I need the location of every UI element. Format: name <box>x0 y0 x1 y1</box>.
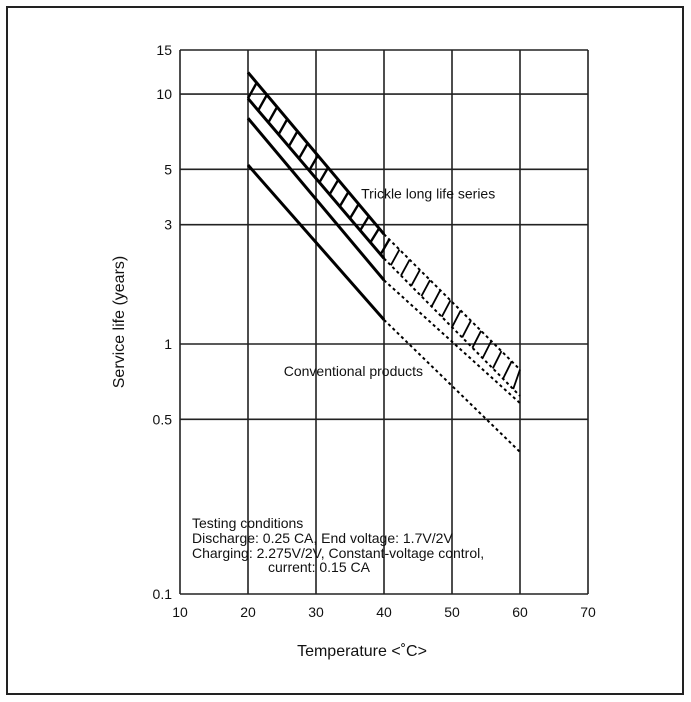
hatch-stroke <box>400 259 411 277</box>
note-line-charging: Charging: 2.275V/2V, Constant-voltage co… <box>192 545 484 561</box>
hatch-stroke <box>502 360 513 380</box>
annotation-conventional: Conventional products <box>284 363 423 379</box>
x-tick-label: 40 <box>376 604 392 620</box>
hatch-stroke <box>267 106 279 124</box>
hatch-stroke <box>277 118 289 136</box>
x-tick-labels: 10 20 30 40 50 60 70 <box>172 604 596 620</box>
series-line-1-seg-1 <box>383 257 521 397</box>
hatch-stroke <box>430 289 442 307</box>
hatch-stroke <box>461 320 472 338</box>
series-line-3-seg-0 <box>246 164 386 321</box>
trickle-band-hatch <box>246 82 521 390</box>
hatch-stroke <box>348 203 360 220</box>
y-tick-label: 1 <box>164 336 172 352</box>
hatch-stroke <box>481 340 493 359</box>
annotation-trickle: Trickle long life series <box>361 186 495 202</box>
note-line-discharge: Discharge: 0.25 CA, End voltage: 1.7V/2V <box>192 530 453 546</box>
note-line-current: current: 0.15 CA <box>268 559 371 575</box>
y-tick-label: 0.5 <box>153 411 173 427</box>
hatch-stroke <box>491 350 503 369</box>
x-tick-label: 10 <box>172 604 188 620</box>
x-axis-title: Temperature <˚C> <box>297 643 427 660</box>
hatch-stroke <box>451 310 462 328</box>
hatch-stroke <box>297 142 309 160</box>
y-tick-labels: 15 10 5 3 1 0.5 0.1 <box>153 42 173 602</box>
y-tick-label: 3 <box>164 217 172 233</box>
x-tick-label: 70 <box>580 604 596 620</box>
y-tick-label: 0.1 <box>153 586 173 602</box>
series-line-2-seg-1 <box>383 279 521 404</box>
x-tick-label: 60 <box>512 604 528 620</box>
hatch-stroke <box>390 249 401 266</box>
hatch-stroke <box>359 215 370 232</box>
series-line-0-seg-1 <box>383 233 521 371</box>
y-axis-title: Service life (years) <box>111 256 128 388</box>
x-tick-label: 20 <box>240 604 256 620</box>
hatch-stroke <box>379 238 391 256</box>
series-lines <box>246 71 521 453</box>
testing-conditions-note: Testing conditions Discharge: 0.25 CA, E… <box>192 515 484 575</box>
series-line-2-seg-0 <box>246 117 386 282</box>
series-line-0-seg-0 <box>246 71 386 236</box>
hatch-stroke <box>369 227 381 244</box>
note-line-title: Testing conditions <box>192 515 303 531</box>
y-tick-label: 5 <box>164 161 172 177</box>
hatch-stroke <box>257 94 268 112</box>
x-tick-label: 30 <box>308 604 324 620</box>
hatch-stroke <box>308 154 319 172</box>
y-tick-label: 15 <box>156 42 172 58</box>
hatch-stroke <box>328 179 340 196</box>
hatch-stroke <box>512 369 521 390</box>
hatch-stroke <box>287 130 299 148</box>
hatch-stroke <box>471 330 482 349</box>
x-tick-label: 50 <box>444 604 460 620</box>
hatch-stroke <box>338 191 350 208</box>
grid <box>179 49 589 595</box>
hatch-stroke <box>420 279 431 297</box>
hatch-stroke <box>318 167 330 184</box>
hatch-stroke <box>246 82 258 100</box>
series-line-1-seg-0 <box>246 97 386 260</box>
hatch-stroke <box>410 269 421 287</box>
hatch-stroke <box>441 299 452 318</box>
chart-frame <box>6 6 684 695</box>
series-line-3-seg-1 <box>383 319 521 453</box>
y-tick-label: 10 <box>156 86 172 102</box>
